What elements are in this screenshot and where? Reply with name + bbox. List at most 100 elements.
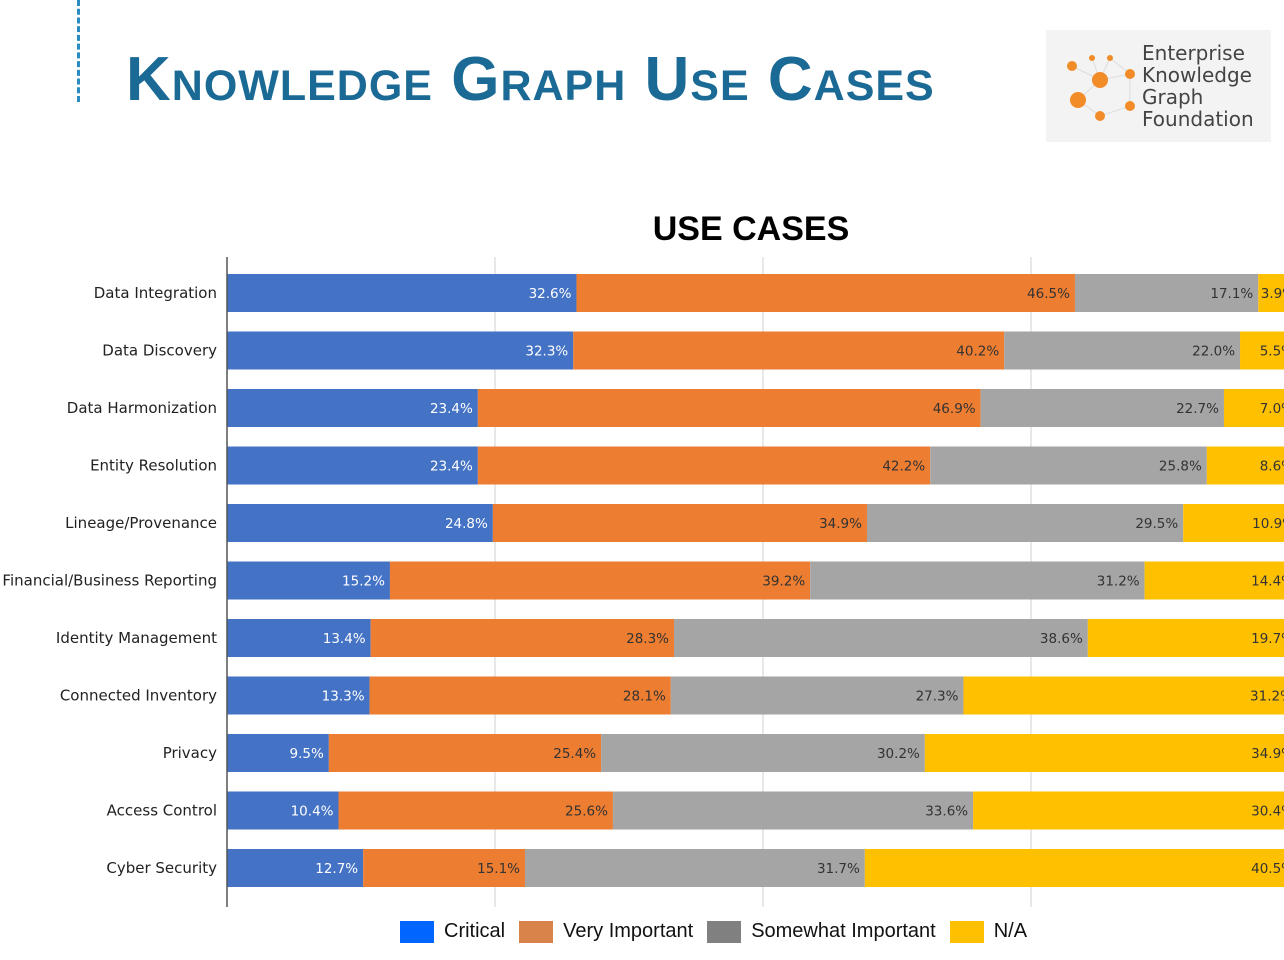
data-label: 10.9% (1252, 516, 1284, 532)
data-label: 14.4% (1251, 574, 1284, 590)
bar-segment (674, 619, 1088, 657)
bar-segment (1206, 446, 1284, 485)
data-label: 28.3% (626, 631, 669, 647)
data-label: 10.4% (291, 804, 334, 820)
data-label: 8.6% (1260, 459, 1284, 475)
bar-segment (1223, 389, 1284, 427)
category-label: Data Integration (94, 284, 217, 302)
category-label: Privacy (163, 744, 217, 762)
data-label: 17.1% (1210, 286, 1253, 302)
bar-segment (389, 561, 811, 600)
data-label: 15.2% (342, 574, 385, 590)
category-label: Access Control (107, 802, 217, 820)
data-label: 9.5% (290, 746, 324, 762)
chart-title: USE CASES (653, 210, 850, 248)
data-label: 3.9% (1261, 286, 1284, 302)
bar-segment (227, 331, 574, 370)
category-label: Data Harmonization (67, 399, 217, 417)
page-title: Knowledge Graph Use Cases (126, 45, 935, 114)
legend: Critical Very Important Somewhat Importa… (400, 920, 1041, 943)
bar-segment (227, 389, 478, 427)
data-label: 32.3% (525, 344, 568, 360)
category-label: Lineage/Provenance (65, 514, 217, 532)
data-label: 46.5% (1027, 286, 1070, 302)
bar-segment (601, 734, 925, 772)
legend-swatch (949, 920, 984, 943)
data-label: 25.6% (565, 804, 608, 820)
bar-segment (924, 734, 1284, 772)
bar-segment (1087, 619, 1284, 657)
category-label: Data Discovery (102, 342, 217, 360)
category-label: Entity Resolution (90, 457, 217, 475)
data-label: 29.5% (1135, 516, 1178, 532)
network-graph-icon (1067, 55, 1135, 121)
data-label: 46.9% (933, 401, 976, 417)
data-label: 5.5% (1260, 344, 1284, 360)
bar-segment (370, 619, 675, 657)
data-label: 39.2% (762, 574, 805, 590)
bar-segment (492, 504, 867, 542)
legend-label: Critical (444, 920, 506, 942)
bar-segment (573, 331, 1005, 370)
data-label: 40.2% (956, 344, 999, 360)
bar-segment (227, 619, 371, 657)
bar-segment (363, 849, 526, 887)
legend-swatch (400, 920, 434, 943)
data-label: 40.5% (1251, 861, 1284, 877)
bar-segment (810, 561, 1145, 600)
legend-label: Very Important (563, 920, 694, 942)
bar-segment (1258, 274, 1284, 312)
data-label: 25.4% (553, 746, 596, 762)
legend-item-somewhat-important: Somewhat Important (707, 920, 936, 943)
decorative-dashed-line (77, 0, 80, 102)
bar-segment (227, 446, 478, 485)
bar-segment (227, 561, 390, 600)
bar-segment (980, 389, 1224, 427)
legend-label: Somewhat Important (751, 920, 936, 942)
logo-text-line: Knowledge (1142, 63, 1252, 87)
bar-segment (1004, 331, 1241, 370)
category-label: Financial/Business Reporting (2, 572, 217, 590)
data-label: 30.2% (877, 746, 920, 762)
data-label: 23.4% (430, 459, 473, 475)
bar-segment (477, 446, 931, 485)
bar-segment (1240, 331, 1284, 370)
data-label: 22.7% (1176, 401, 1219, 417)
bar-segment (328, 734, 602, 772)
bar-segment (227, 676, 370, 715)
logo-text-line: Enterprise (1142, 41, 1245, 65)
category-label: Connected Inventory (60, 687, 217, 705)
bar-segment (227, 504, 493, 542)
bar-segment (227, 791, 339, 830)
bar-segment (670, 676, 964, 715)
data-label: 32.6% (529, 286, 572, 302)
data-label: 34.9% (1251, 746, 1284, 762)
legend-swatch (707, 920, 742, 943)
bar-segment (963, 676, 1284, 715)
legend-label: N/A (993, 920, 1028, 942)
bar-segment (338, 791, 613, 830)
bar-segment (1074, 274, 1259, 312)
legend-item-very-important: Very Important (519, 920, 693, 943)
bar-segment (1144, 561, 1284, 600)
category-label: Cyber Security (106, 859, 217, 877)
logo-text-line: Graph (1142, 85, 1204, 109)
bar-segment (612, 791, 974, 830)
bar-segment (1183, 504, 1284, 542)
category-label: Identity Management (56, 629, 217, 647)
data-label: 28.1% (623, 689, 666, 705)
data-label: 31.7% (817, 861, 860, 877)
bar-segment (866, 504, 1184, 542)
bar-segment (227, 274, 577, 312)
data-label: 12.7% (315, 861, 358, 877)
data-label: 13.3% (322, 689, 365, 705)
data-label: 31.2% (1097, 574, 1140, 590)
bar-segment (525, 849, 865, 887)
data-label: 24.8% (445, 516, 488, 532)
bar-segment (930, 446, 1207, 485)
data-label: 33.6% (925, 804, 968, 820)
data-label: 27.3% (916, 689, 959, 705)
data-label: 7.0% (1260, 401, 1284, 417)
bar-segment (477, 389, 981, 427)
